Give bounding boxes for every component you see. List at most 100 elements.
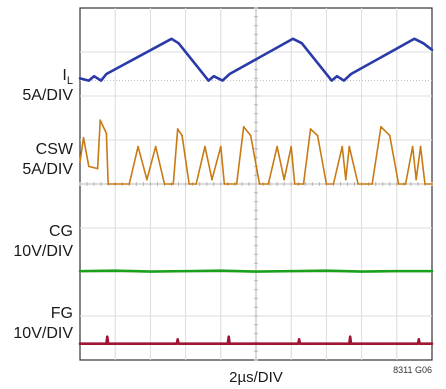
series-point-csw [226, 183, 229, 185]
series-scale-fg: 10V/DIV [13, 325, 73, 342]
series-point-fg [348, 342, 351, 345]
series-point-csw [128, 183, 131, 185]
series-point-csw [316, 134, 319, 137]
series-point-csw [249, 134, 252, 137]
series-point-i [330, 79, 333, 82]
x-axis-label: 2µs/DIV [229, 369, 283, 386]
series-point-fg [176, 338, 179, 341]
series-point-fg [228, 342, 231, 345]
series-point-cg [219, 269, 222, 272]
series-point-csw [188, 183, 191, 185]
series-point-csw [258, 183, 261, 185]
series-point-csw [114, 183, 117, 185]
series-point-csw [298, 183, 301, 185]
series-point-csw [283, 178, 286, 181]
series-point-csw [211, 178, 213, 181]
series-point-fg [175, 342, 178, 345]
series-point-csw [344, 178, 347, 181]
series-point-csw [82, 136, 85, 139]
series-scale-cg: 10V/DIV [13, 243, 73, 260]
series-label-fg: FG [51, 305, 73, 322]
series-point-i [177, 42, 180, 45]
series-point-csw [371, 183, 374, 185]
series-point-csw [235, 183, 238, 185]
series-point-csw [302, 183, 305, 185]
series-point-csw [154, 145, 157, 148]
series-line-fg [78, 335, 434, 346]
figure-id: 8311 G06 [393, 365, 432, 375]
series-point-csw [397, 183, 400, 185]
series-point-i [300, 42, 303, 45]
series-point-i [221, 79, 224, 82]
series-point-i [170, 37, 173, 40]
series-point-csw [195, 183, 198, 185]
series-scale-il: 5A/DIV [22, 87, 73, 104]
series-point-csw [204, 145, 206, 148]
series-point-csw [176, 128, 179, 130]
series-point-csw [411, 145, 414, 148]
series-point-csw [223, 183, 226, 185]
series-point-fg [299, 342, 301, 345]
series-point-i [350, 73, 352, 75]
series-point-i [105, 73, 108, 75]
series-point-csw [388, 134, 391, 137]
series-point-csw [87, 165, 90, 168]
series-point-csw [137, 145, 139, 148]
series-scale-csw: 5A/DIV [22, 161, 73, 178]
series-point-fg [79, 342, 81, 345]
series-point-cg [255, 270, 257, 273]
series-point-i [212, 75, 215, 78]
grid [79, 7, 433, 361]
series-point-cg [360, 270, 363, 273]
series-point-i [292, 37, 294, 40]
series-point-i [207, 79, 210, 82]
series-point-csw [380, 125, 382, 128]
series-point-i [343, 79, 345, 82]
series-point-cg [431, 270, 433, 273]
series-point-fg [227, 335, 230, 338]
series-point-i [79, 77, 81, 80]
series-point-fg [298, 338, 301, 341]
series-label-il: IL [62, 67, 73, 87]
series-point-csw [163, 183, 166, 185]
series-point-csw [181, 134, 183, 137]
series-point-csw [242, 125, 245, 128]
series-point-fg [297, 342, 300, 345]
series-point-csw [145, 178, 148, 181]
series-point-fg [350, 342, 352, 345]
series-point-csw [276, 145, 279, 148]
series-point-i [228, 73, 231, 75]
series-point-csw [99, 119, 102, 122]
series-point-fg [177, 342, 180, 345]
series-point-fg [106, 335, 109, 338]
series-point-csw [404, 183, 407, 185]
series-point-csw [341, 145, 344, 148]
series-point-csw [364, 183, 367, 185]
series-point-cg [79, 270, 81, 273]
series-point-i [422, 42, 425, 45]
series-point-csw [293, 183, 296, 185]
series-point-cg [184, 270, 187, 273]
series-point-csw [419, 145, 422, 148]
series-point-csw [96, 167, 99, 170]
series-point-i [87, 79, 90, 82]
series-point-i [431, 48, 433, 51]
series-point-csw [424, 183, 426, 185]
series-point-csw [79, 161, 81, 163]
series-point-csw [332, 183, 335, 185]
series-point-csw [105, 132, 108, 135]
series-line-i [78, 37, 434, 82]
series-point-csw [107, 183, 110, 185]
series-point-csw [325, 183, 328, 185]
series-point-cg [325, 269, 328, 272]
series-point-i [336, 75, 338, 78]
series-point-fg [418, 342, 421, 345]
series-point-cg [114, 269, 117, 272]
series-point-cg [395, 270, 398, 273]
series-label-csw: CSW [36, 141, 74, 158]
series-point-fg [107, 342, 110, 345]
series-point-cg [149, 270, 152, 273]
series-point-csw [172, 183, 175, 185]
series-point-fg [431, 342, 433, 345]
